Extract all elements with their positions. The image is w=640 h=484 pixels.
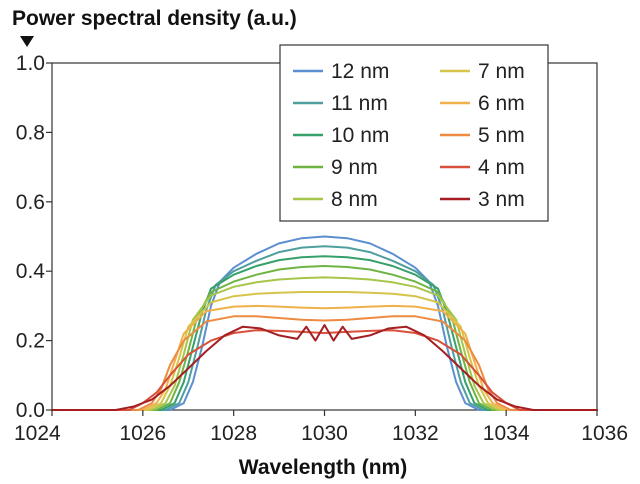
series-line-12-nm	[51, 235, 598, 411]
x-tick-label: 1026	[119, 422, 166, 445]
y-tick-label: 0.2	[16, 330, 45, 353]
y-tick-label: 1.0	[16, 52, 45, 75]
series-line-10-nm	[51, 255, 598, 411]
x-tick-label: 1032	[392, 422, 439, 445]
y-tick-label: 0.4	[16, 260, 46, 283]
y-axis-ticks: 0.0 0.2 0.4 0.6 0.8 1.0	[16, 52, 52, 422]
x-axis-ticks: 1024 1026 1028 1030 1032 1034 1036	[14, 410, 628, 445]
y-axis-title: Power spectral density (a.u.)	[12, 7, 297, 30]
y-tick-label: 0.8	[16, 121, 45, 144]
y-tick-label: 0.6	[16, 191, 45, 214]
legend-label: 4 nm	[478, 156, 525, 179]
series-line-4-nm	[51, 329, 598, 411]
series-line-7-nm	[51, 291, 598, 411]
y-tick-label: 0.0	[16, 399, 45, 422]
legend-label: 6 nm	[478, 92, 525, 115]
x-tick-label: 1036	[581, 422, 628, 445]
legend-label: 3 nm	[478, 188, 525, 211]
series-line-9-nm	[51, 265, 598, 411]
series-lines	[51, 235, 598, 411]
legend-label: 5 nm	[478, 124, 525, 147]
series-line-3-nm	[51, 324, 598, 411]
legend-box	[279, 44, 549, 222]
x-tick-label: 1034	[483, 422, 530, 445]
legend-label: 9 nm	[331, 156, 378, 179]
x-axis-title: Wavelength (nm)	[239, 456, 407, 479]
x-tick-label: 1024	[14, 422, 61, 445]
series-line-8-nm	[51, 276, 598, 411]
legend-label: 8 nm	[331, 188, 378, 211]
series-line-6-nm	[51, 304, 598, 411]
series-line-11-nm	[51, 245, 598, 411]
x-tick-label: 1028	[210, 422, 257, 445]
series-line-5-nm	[51, 315, 598, 411]
x-tick-label: 1030	[301, 422, 348, 445]
legend-label: 10 nm	[331, 124, 389, 147]
legend: 12 nm 11 nm 10 nm 9 nm 8 nm 7 nm 6 nm 5 nm 4 nm 3…	[279, 44, 549, 222]
legend-label: 12 nm	[331, 60, 389, 83]
legend-label: 7 nm	[478, 60, 525, 83]
legend-label: 11 nm	[331, 92, 388, 115]
y-axis-arrow-icon	[20, 36, 34, 47]
